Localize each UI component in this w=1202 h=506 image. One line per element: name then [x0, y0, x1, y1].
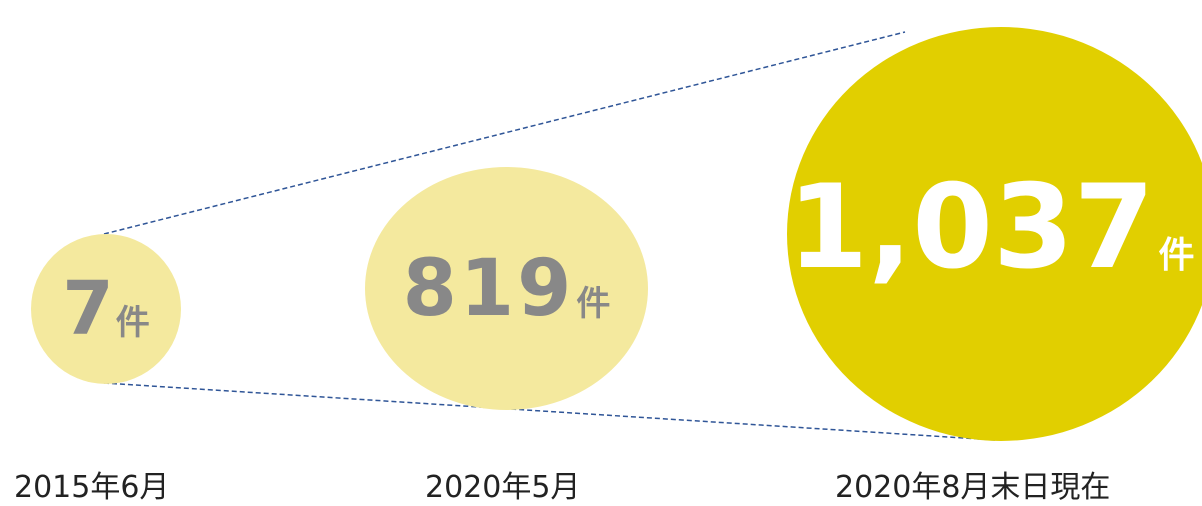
- date-label-2015: 2015年6月: [14, 470, 169, 506]
- bubble-2020-aug-count: 1,037 件: [787, 27, 1202, 441]
- count-label-2020-may: 819 件: [403, 250, 611, 328]
- count-unit: 件: [1158, 238, 1194, 274]
- count-unit: 件: [116, 306, 150, 340]
- count-number: 7: [62, 272, 114, 346]
- date-label-2020-aug: 2020年8月末日現在: [835, 470, 1110, 506]
- date-label-2020-may: 2020年5月: [425, 470, 580, 506]
- count-number: 819: [403, 250, 575, 328]
- bubble-2020-may-count: 819 件: [365, 167, 648, 410]
- count-label-2020-aug: 1,037 件: [788, 170, 1195, 286]
- count-unit: 件: [576, 287, 610, 321]
- count-number: 1,037: [788, 170, 1155, 286]
